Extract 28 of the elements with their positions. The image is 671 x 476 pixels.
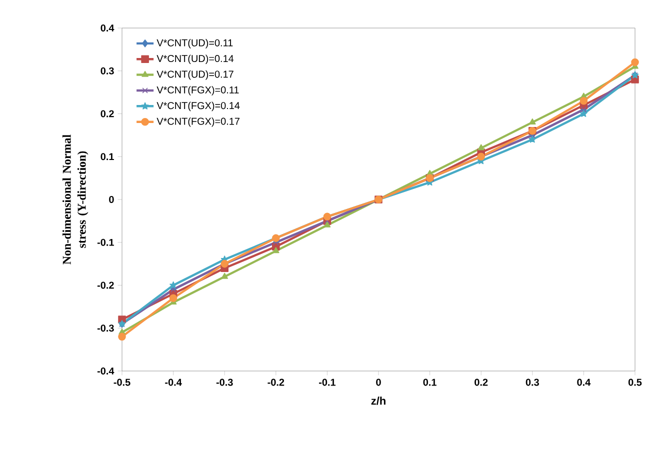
x-tick-label: 0.2	[474, 378, 488, 386]
x-axis-title: z/h	[371, 396, 386, 405]
legend-label: V*CNT(FGX)=0.11	[156, 86, 239, 96]
y-tick-label: -0.4	[97, 367, 114, 375]
legend-label: V*CNT(FGX)=0.14	[156, 102, 240, 112]
legend-label: V*CNT(UD)=0.14	[156, 54, 234, 64]
y-axis-title: Non-dimensional Normal stress (Y-direction)	[62, 134, 88, 264]
x-tick-label: 0	[376, 378, 381, 386]
x-tick-label: -0.2	[268, 378, 284, 386]
y-tick-label: 0.3	[100, 67, 114, 74]
y-tick-label: -0.1	[97, 238, 114, 246]
x-tick-label: 0.3	[526, 378, 539, 386]
y-tick-label: -0.2	[97, 282, 114, 289]
legend-label: V*CNT(UD)=0.11	[156, 39, 233, 48]
x-tick-label: -0.5	[114, 378, 130, 386]
legend-label: V*CNT(UD)=0.17	[156, 70, 234, 80]
legend-label: V*CNT(FGX)=0.17	[156, 117, 240, 127]
y-tick-label: 0.2	[100, 110, 114, 118]
y-tick-label: 0.1	[100, 153, 114, 160]
x-tick-label: -0.4	[165, 378, 182, 386]
x-tick-label: 0.5	[628, 378, 642, 386]
y-tick-label: 0	[109, 196, 114, 204]
x-tick-label: -0.1	[319, 378, 336, 386]
y-tick-label: 0.4	[100, 24, 114, 32]
x-tick-label: -0.3	[216, 378, 233, 386]
x-tick-label: 0.1	[423, 378, 436, 386]
x-tick-label: 0.4	[577, 378, 591, 386]
y-tick-label: -0.3	[97, 324, 114, 332]
